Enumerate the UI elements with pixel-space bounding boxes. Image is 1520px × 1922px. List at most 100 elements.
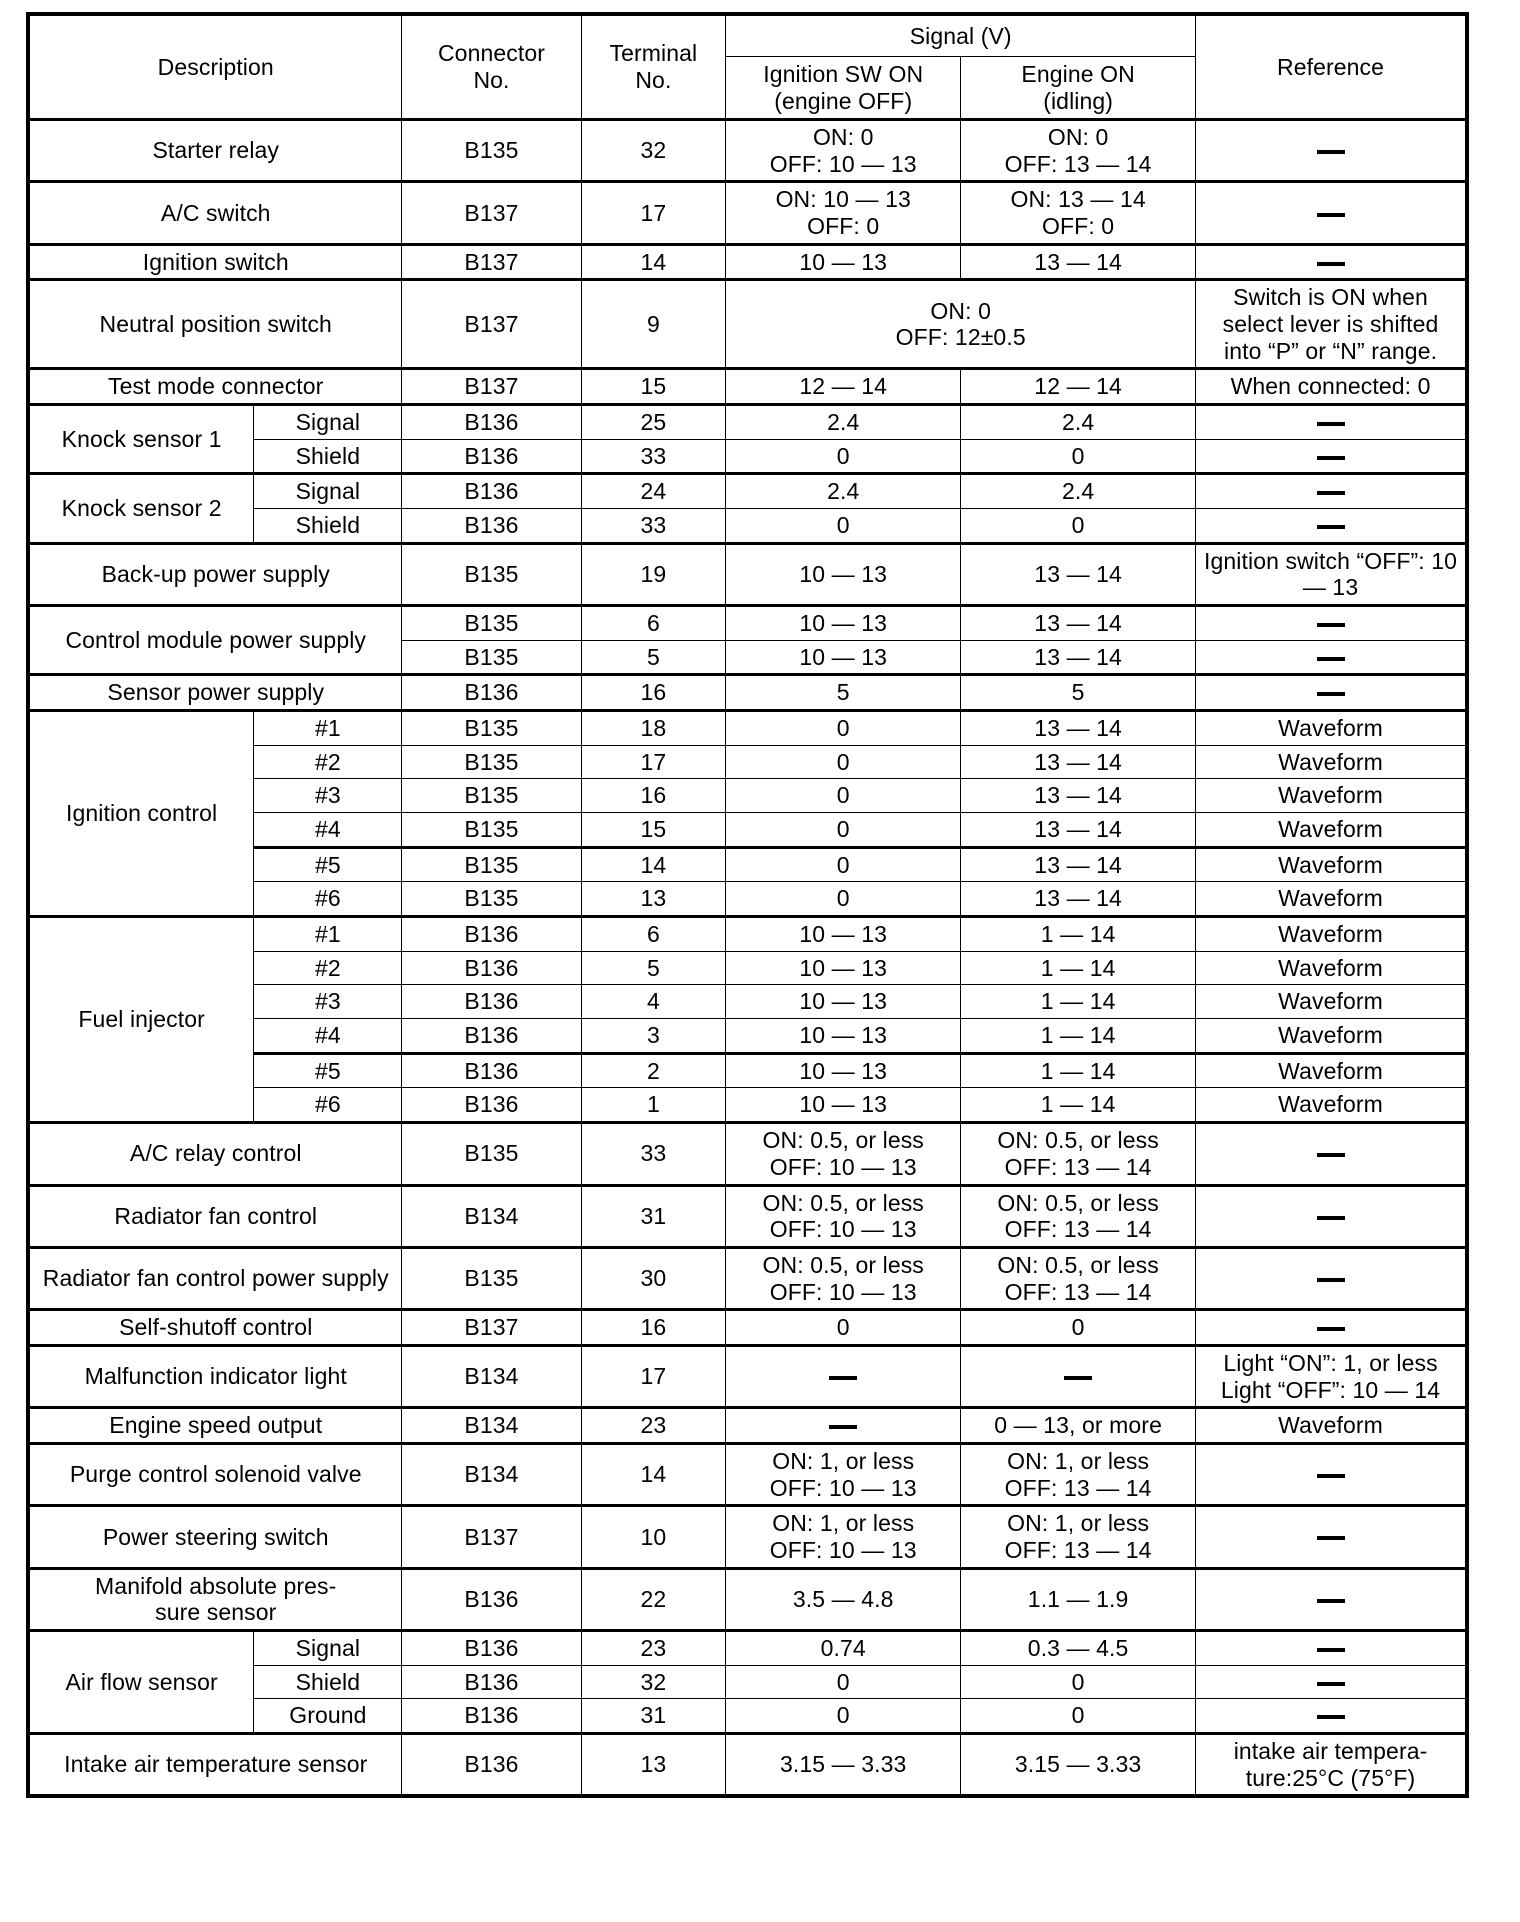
cell-reference: Waveform: [1195, 984, 1468, 1020]
cell-signal-engine-on: ON: 1, or less OFF: 13 — 14: [960, 1504, 1197, 1569]
cell-signal-ignition-sw-on: 10 — 13: [725, 639, 962, 676]
em-dash-mark: [1316, 1153, 1345, 1158]
table-row: Malfunction indicator light B134 17 Light “…: [27, 1343, 1468, 1409]
cell-signal-engine-on: 0: [960, 508, 1197, 544]
table-row: #2 B135 17 0 13 — 14 Waveform: [28, 744, 1468, 780]
cell-description-sub: Shield: [253, 508, 403, 544]
em-dash-mark: [829, 1425, 858, 1430]
cell-description: Radiator fan control power supply: [27, 1245, 403, 1311]
cell-connector-no: B137: [401, 1308, 582, 1346]
cell-signal-engine-on: 0: [960, 1308, 1197, 1346]
cell-signal-engine-on: 13 — 14: [960, 812, 1197, 848]
table-row: #4 B136 3 10 — 13 1 — 14 Waveform: [28, 1018, 1468, 1054]
header-signal-engine-on: Engine ON (idling): [960, 56, 1197, 120]
cell-description: Manifold absolute pres- sure sensor: [27, 1566, 403, 1631]
cell-signal-ignition-sw-on: 5: [725, 673, 962, 712]
cell-reference: [1195, 180, 1468, 245]
cell-terminal-no: 17: [580, 180, 727, 245]
cell-connector-no: B134: [401, 1183, 582, 1248]
cell-reference: [1195, 1664, 1468, 1700]
cell-signal-ignition-sw-on: 2.4: [725, 472, 962, 510]
cell-connector-no: B136: [401, 1087, 582, 1124]
cell-description-sub: #5: [253, 845, 403, 883]
cell-description-sub: #3: [253, 984, 403, 1020]
cell-terminal-no: 16: [580, 1308, 727, 1346]
cell-terminal-no: 6: [580, 604, 727, 641]
cell-signal-ignition-sw-on: 0: [725, 709, 962, 746]
cell-signal-engine-on: 1 — 14: [960, 1051, 1197, 1089]
cell-terminal-no: 32: [580, 1664, 727, 1700]
cell-signal-engine-on: 13 — 14: [960, 881, 1197, 918]
cell-signal-engine-on: 13 — 14: [960, 709, 1197, 746]
cell-signal-ignition-sw-on: 0: [725, 881, 962, 918]
header-description: Description: [27, 13, 403, 120]
cell-signal-ignition-sw-on: 0: [725, 778, 962, 814]
cell-description: Control module power supply: [27, 604, 403, 676]
cell-description-sub: #2: [253, 950, 403, 986]
table-row: #3 B136 4 10 — 13 1 — 14 Waveform: [28, 984, 1468, 1020]
table-row: Test mode connector B137 15 12 — 14 12 — 14 W…: [27, 367, 1468, 406]
cell-signal-engine-on: 13 — 14: [960, 778, 1197, 814]
cell-signal-engine-on: 13 — 14: [960, 639, 1197, 676]
cell-connector-no: B135: [401, 881, 582, 918]
cell-terminal-no: 16: [580, 778, 727, 814]
cell-reference: [1195, 1121, 1468, 1186]
cell-signal-ignition-sw-on: 0: [725, 1308, 962, 1346]
cell-signal-engine-on: ON: 0.5, or less OFF: 13 — 14: [960, 1121, 1197, 1186]
cell-terminal-no: 13: [580, 881, 727, 918]
cell-signal-engine-on: 2.4: [960, 403, 1197, 440]
table-row: Back-up power supply B135 19 10 — 13 13 — 14…: [27, 541, 1468, 607]
cell-signal-ignition-sw-on: [725, 1343, 962, 1409]
cell-signal-engine-on: ON: 1, or less OFF: 13 — 14: [960, 1441, 1197, 1507]
cell-terminal-no: 10: [580, 1504, 727, 1569]
cell-description: Ignition switch: [27, 242, 403, 281]
cell-terminal-no: 31: [580, 1698, 727, 1734]
cell-reference: Waveform: [1195, 778, 1468, 814]
cell-signal-ignition-sw-on: ON: 0 OFF: 10 — 13: [725, 117, 962, 183]
cell-signal-ignition-sw-on: 10 — 13: [725, 242, 962, 281]
cell-connector-no: B135: [401, 1245, 582, 1311]
cell-signal-engine-on: 1 — 14: [960, 915, 1197, 952]
cell-terminal-no: 14: [580, 845, 727, 883]
cell-terminal-no: 18: [580, 709, 727, 746]
cell-reference: [1195, 1245, 1468, 1311]
cell-terminal-no: 13: [580, 1731, 727, 1797]
cell-terminal-no: 2: [580, 1051, 727, 1089]
cell-description-sub: #6: [253, 881, 403, 918]
cell-signal-engine-on: 13 — 14: [960, 541, 1197, 607]
cell-signal-engine-on: ON: 0.5, or less OFF: 13 — 14: [960, 1183, 1197, 1248]
cell-signal-engine-on: ON: 0 OFF: 13 — 14: [960, 117, 1197, 183]
cell-description: Test mode connector: [27, 367, 403, 406]
em-dash-mark: [1316, 1474, 1345, 1479]
cell-connector-no: B136: [401, 1628, 582, 1666]
cell-reference: [1195, 604, 1468, 641]
header-row-top: Description Connector No. Terminal No. S…: [27, 13, 1468, 120]
cell-signal-merged: ON: 0 OFF: 12±0.5: [725, 278, 1197, 370]
cell-terminal-no: 5: [580, 950, 727, 986]
cell-signal-ignition-sw-on: 12 — 14: [725, 367, 962, 406]
header-signal-group: Signal (V): [725, 13, 1197, 57]
cell-reference: Waveform: [1195, 812, 1468, 848]
cell-reference: [1195, 242, 1468, 281]
cell-signal-engine-on: 0.3 — 4.5: [960, 1628, 1197, 1666]
cell-signal-ignition-sw-on: 10 — 13: [725, 1087, 962, 1124]
cell-description: Intake air temperature sensor: [27, 1731, 403, 1797]
em-dash-mark: [1316, 261, 1345, 266]
cell-connector-no: B135: [401, 1121, 582, 1186]
cell-signal-ignition-sw-on: 10 — 13: [725, 984, 962, 1020]
cell-description-sub: #1: [253, 915, 403, 952]
cell-signal-ignition-sw-on: 0: [725, 1664, 962, 1700]
cell-signal-ignition-sw-on: 2.4: [725, 403, 962, 440]
cell-reference: [1195, 673, 1468, 712]
cell-terminal-no: 33: [580, 438, 727, 475]
table-body: Starter relay B135 32 ON: 0 OFF: 10 — 13 ON:…: [27, 117, 1468, 1797]
em-dash-mark: [1316, 692, 1345, 697]
cell-connector-no: B137: [401, 278, 582, 370]
cell-connector-no: B136: [401, 950, 582, 986]
em-dash-mark: [1316, 1327, 1345, 1332]
cell-signal-engine-on: 13 — 14: [960, 604, 1197, 641]
cell-description-sub: #1: [253, 709, 403, 746]
cell-description: A/C relay control: [27, 1121, 403, 1186]
cell-connector-no: B135: [401, 845, 582, 883]
cell-signal-ignition-sw-on: 10 — 13: [725, 1051, 962, 1089]
